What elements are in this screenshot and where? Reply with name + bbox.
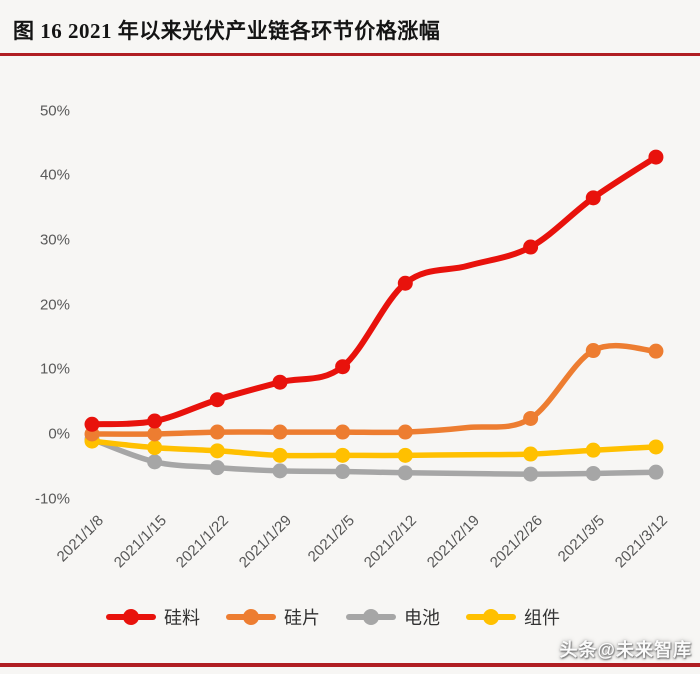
series-marker-icon: [648, 439, 664, 455]
legend-dot-icon: [243, 609, 259, 625]
legend-line-marker-icon: [226, 608, 276, 626]
series-marker-icon: [335, 359, 351, 375]
series-marker-icon: [648, 464, 664, 480]
series-marker-icon: [523, 446, 539, 462]
series-marker-icon: [147, 413, 163, 429]
title-underline-rule: [0, 53, 700, 56]
series-marker-icon: [335, 464, 351, 480]
series-group-3: [84, 433, 664, 463]
series-marker-icon: [209, 443, 225, 459]
y-axis-tick-label: 0%: [48, 425, 70, 443]
legend-dot-icon: [483, 609, 499, 625]
bottom-rule: [0, 663, 700, 667]
series-marker-icon: [397, 447, 413, 463]
y-axis-tick-label: 20%: [39, 296, 70, 314]
series-marker-icon: [523, 239, 539, 255]
series-marker-icon: [585, 465, 601, 481]
series-group-1: [84, 342, 664, 442]
series-marker-icon: [272, 424, 288, 440]
series-line-0: [89, 154, 659, 428]
legend-dot-icon: [363, 609, 379, 625]
y-axis-tick-label: 50%: [39, 102, 70, 119]
series-marker-icon: [147, 440, 163, 456]
legend-label: 组件: [524, 608, 560, 628]
legend-label: 电池: [404, 608, 440, 628]
series-marker-icon: [209, 392, 225, 408]
legend-label: 硅片: [284, 608, 320, 628]
series-marker-icon: [84, 416, 100, 432]
y-axis-tick-label: 10%: [39, 360, 70, 378]
series-line-2: [89, 436, 659, 477]
series-marker-icon: [397, 275, 413, 291]
series-marker-icon: [648, 149, 664, 165]
watermark-text: 头条@未来智库: [559, 640, 692, 660]
y-axis-tick-label: 30%: [39, 231, 70, 249]
series-group-0: [84, 149, 664, 432]
series-marker-icon: [397, 424, 413, 440]
series-line-1: [89, 342, 659, 437]
series-marker-icon: [272, 463, 288, 479]
series-marker-icon: [585, 442, 601, 458]
legend-line-marker-icon: [466, 608, 516, 626]
legend-line-marker-icon: [106, 608, 156, 626]
series-marker-icon: [585, 190, 601, 206]
series-marker-icon: [209, 424, 225, 440]
series-marker-icon: [335, 447, 351, 463]
legend: 硅料 硅片 电池 组件: [106, 604, 586, 630]
legend-label: 硅料: [164, 608, 200, 628]
series-marker-icon: [523, 410, 539, 426]
series-marker-icon: [147, 426, 163, 442]
series-marker-icon: [272, 374, 288, 390]
legend-line-marker-icon: [346, 608, 396, 626]
series-marker-icon: [585, 343, 601, 359]
legend-item-2: 电池: [346, 604, 440, 630]
legend-dot-icon: [123, 609, 139, 625]
y-axis-tick-label: -10%: [34, 490, 70, 508]
series-marker-icon: [335, 424, 351, 440]
y-axis-tick-label: 40%: [39, 166, 70, 184]
series-line-3: [89, 438, 659, 459]
series-marker-icon: [147, 454, 163, 470]
series-marker-icon: [648, 343, 664, 359]
series-marker-icon: [272, 447, 288, 463]
series-marker-icon: [523, 466, 539, 482]
figure-title: 图 16 2021 年以来光伏产业链各环节价格涨幅: [13, 19, 441, 43]
legend-item-0: 硅料: [106, 604, 200, 630]
series-marker-icon: [209, 460, 225, 476]
legend-item-1: 硅片: [226, 604, 320, 630]
legend-item-3: 组件: [466, 604, 560, 630]
series-marker-icon: [397, 465, 413, 481]
